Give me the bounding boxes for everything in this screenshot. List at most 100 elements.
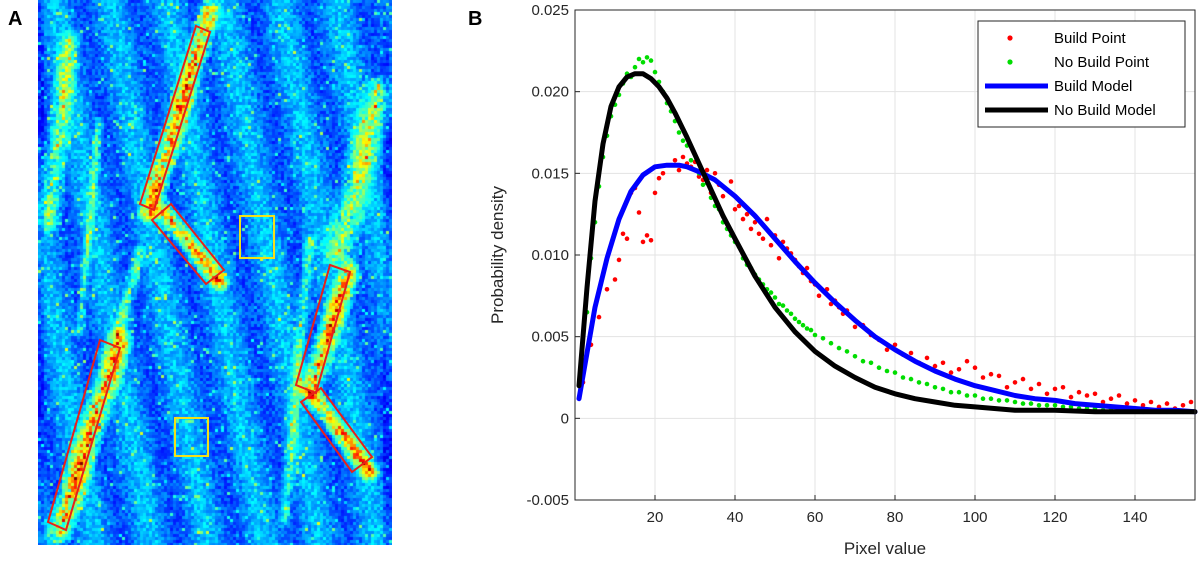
yellow-annotation-box <box>239 215 275 259</box>
data-point-build-point <box>696 174 702 179</box>
data-point-no-build-point <box>852 354 858 359</box>
data-point-build-point <box>680 154 686 160</box>
data-point-build-point <box>964 358 970 364</box>
red-annotation-box <box>46 338 122 532</box>
data-point-build-point <box>776 255 782 261</box>
data-point-build-point <box>908 350 914 356</box>
red-annotation-box <box>138 24 212 212</box>
data-point-no-build-point <box>632 64 638 70</box>
data-point-no-build-point <box>924 381 930 387</box>
y-tick-label: 0 <box>561 410 569 427</box>
data-point-no-build-point <box>900 375 906 380</box>
data-point-build-point <box>1052 386 1058 392</box>
series-line-no-build-model <box>576 71 1198 415</box>
data-point-build-point <box>1188 399 1194 405</box>
data-point-build-point <box>624 236 630 241</box>
data-point-build-point <box>672 158 678 163</box>
data-point-build-point <box>956 367 962 372</box>
data-point-build-point <box>744 211 750 217</box>
data-point-build-point <box>1020 376 1026 382</box>
data-point-build-point <box>980 375 986 380</box>
data-point-no-build-point <box>768 290 774 295</box>
data-point-no-build-point <box>796 319 802 325</box>
data-point-no-build-point <box>636 56 642 62</box>
data-point-build-point <box>656 175 662 181</box>
y-tick-label: 0.010 <box>531 247 569 264</box>
data-point-build-point <box>932 363 938 369</box>
data-point-no-build-point <box>1052 403 1058 408</box>
data-point-no-build-point <box>1020 401 1026 406</box>
data-point-no-build-point <box>956 389 962 395</box>
data-point-build-point <box>972 365 978 371</box>
data-point-build-point <box>1084 393 1090 398</box>
data-point-build-point <box>648 238 654 243</box>
data-point-no-build-point <box>932 385 938 390</box>
data-point-no-build-point <box>804 326 810 331</box>
probability-density-chart: 20 40 60 80 100 120 140 -0.005 0 0.005 0.010 0.015 0… <box>488 2 1198 558</box>
data-point-no-build-point <box>808 327 814 333</box>
yellow-annotation-box <box>174 417 209 457</box>
legend-label-no-build-model: No Build Model <box>1054 102 1156 119</box>
panel-label-b: B <box>468 8 483 30</box>
data-point-no-build-point <box>996 398 1002 403</box>
data-point-no-build-point <box>964 393 970 398</box>
data-point-build-point <box>948 370 954 375</box>
y-axis-label: Probability density <box>488 186 507 324</box>
data-point-build-point <box>1108 396 1114 402</box>
data-point-no-build-point <box>828 340 834 346</box>
data-point-build-point <box>768 242 774 248</box>
heatmap-annotation-overlay <box>46 24 374 532</box>
red-annotation-box <box>294 263 352 395</box>
data-point-build-point <box>1116 393 1122 398</box>
series-line-build-model <box>576 162 1198 415</box>
data-point-build-point <box>1148 399 1154 405</box>
data-point-no-build-point <box>788 311 794 317</box>
data-point-no-build-point <box>844 349 850 354</box>
data-point-build-point <box>924 355 930 361</box>
data-point-build-point <box>652 190 658 196</box>
data-point-build-point <box>736 203 742 209</box>
x-axis-label: Pixel value <box>844 539 926 558</box>
data-point-no-build-point <box>676 130 682 135</box>
data-point-build-point <box>748 226 754 232</box>
data-point-no-build-point <box>1044 403 1050 408</box>
data-point-no-build-point <box>640 60 646 65</box>
x-tick-label: 40 <box>727 509 744 526</box>
data-point-no-build-point <box>1004 398 1010 403</box>
data-point-build-point <box>1068 394 1074 400</box>
data-point-build-point <box>764 216 770 222</box>
data-point-build-point <box>740 216 746 222</box>
data-point-no-build-point <box>876 365 882 371</box>
data-point-build-point <box>636 210 642 215</box>
data-point-build-point <box>704 167 710 173</box>
data-point-build-point <box>760 236 766 241</box>
tick-labels: 20 40 60 80 100 120 140 -0.005 0 0.005 0.010 0.015 0… <box>526 2 1147 526</box>
data-point-no-build-point <box>812 332 818 338</box>
x-tick-label: 60 <box>807 509 824 526</box>
data-point-no-build-point <box>972 393 978 398</box>
data-point-build-point <box>1028 386 1034 392</box>
data-point-build-point <box>1036 381 1042 387</box>
data-point-no-build-point <box>688 158 694 163</box>
red-annotation-box <box>150 202 226 286</box>
data-point-build-point <box>884 347 890 353</box>
data-point-build-point <box>616 257 622 263</box>
data-point-build-point <box>852 324 858 330</box>
x-tick-label: 80 <box>887 509 904 526</box>
data-point-build-point <box>604 287 610 292</box>
data-point-build-point <box>1180 403 1186 408</box>
data-point-build-point <box>1124 401 1130 406</box>
data-point-no-build-point <box>908 376 914 382</box>
data-point-build-point <box>752 220 758 225</box>
data-point-build-point <box>732 207 738 212</box>
data-point-no-build-point <box>776 301 782 307</box>
legend-label-build-point: Build Point <box>1054 30 1127 47</box>
y-tick-label: 0.020 <box>531 84 569 101</box>
y-tick-label: 0.005 <box>531 329 569 346</box>
data-point-build-point <box>804 265 810 271</box>
data-point-no-build-point <box>948 389 954 395</box>
panel-label-a: A <box>8 8 23 30</box>
data-point-no-build-point <box>1068 404 1074 410</box>
data-point-build-point <box>988 371 994 377</box>
legend-marker-no-build-point <box>1007 59 1013 65</box>
